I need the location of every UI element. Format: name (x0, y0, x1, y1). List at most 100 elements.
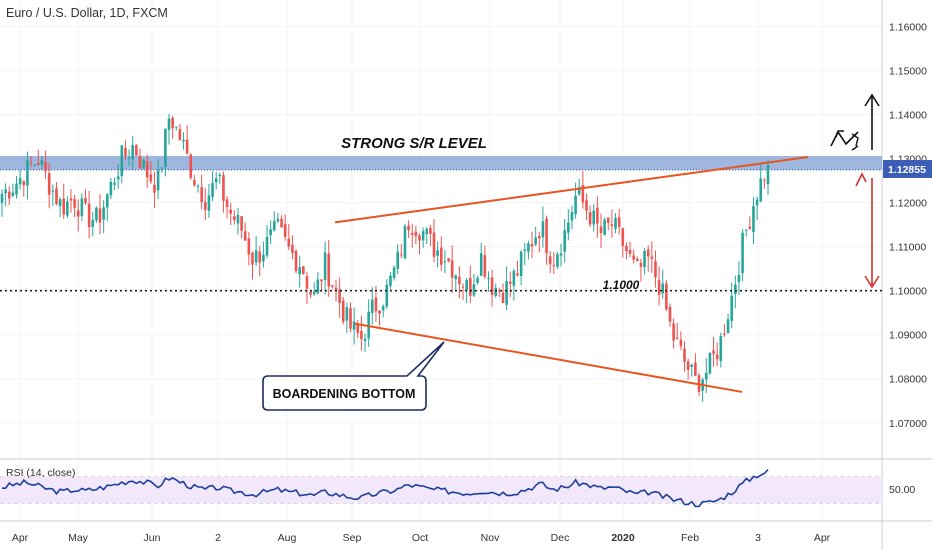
candle-body (4, 189, 7, 194)
candle-body (614, 217, 617, 229)
candle-body (636, 258, 639, 262)
candle-body (164, 129, 167, 167)
candle-body (748, 226, 752, 229)
candle-body (120, 145, 124, 177)
candle-body (214, 178, 218, 183)
candle-body (124, 147, 127, 156)
candle-body (744, 229, 748, 231)
candle-body (400, 254, 403, 256)
candle-body (113, 182, 116, 185)
candle-body (131, 145, 134, 160)
candle-body (461, 286, 465, 288)
candle-body (447, 258, 450, 262)
candle-body (225, 199, 229, 208)
candle-body (0, 194, 4, 203)
candle-body (603, 219, 606, 236)
candle-body (29, 162, 33, 164)
candle-body (650, 256, 654, 259)
up-arrow-head (864, 93, 880, 107)
candle-body (723, 333, 726, 335)
candle-body (280, 218, 283, 228)
candle-body (527, 243, 530, 252)
candle-body (302, 266, 305, 275)
candle-body (287, 238, 291, 247)
candle-body (737, 274, 741, 283)
candle-body (643, 251, 646, 268)
candle-body (18, 177, 22, 185)
candle-body (610, 224, 614, 227)
candle-body (167, 118, 171, 130)
rsi-series-line (2, 469, 769, 508)
candle-body (334, 287, 338, 290)
candle-body (236, 215, 240, 224)
candle-body (153, 184, 156, 193)
candle-body (40, 159, 44, 165)
candle-body (69, 198, 73, 201)
small-down-arrow (851, 133, 859, 151)
candle-body (265, 237, 269, 256)
candle-body (505, 281, 508, 305)
candle-body (145, 161, 149, 178)
candle-body (708, 353, 712, 374)
candle-body (127, 157, 131, 159)
candle-body (331, 285, 334, 287)
y-tick-label: 1.11000 (889, 242, 926, 254)
candle-body (581, 185, 585, 203)
candle-body (207, 195, 211, 211)
candle-body (276, 218, 280, 222)
candle-body (291, 245, 294, 254)
candle-body (425, 228, 429, 235)
candle-body (588, 212, 592, 225)
y-tick-label: 1.12000 (889, 198, 927, 210)
zigzag-tip (835, 130, 844, 138)
candle-body (62, 198, 66, 215)
candle-body (262, 254, 265, 262)
candle-body (233, 216, 236, 221)
y-tick-label: 1.15000 (889, 65, 927, 77)
candle-body (632, 255, 635, 260)
candle-body (345, 307, 349, 321)
candle-body (403, 226, 407, 259)
candle-body (715, 354, 719, 360)
candle-body (494, 287, 498, 296)
candle-body (298, 267, 301, 275)
candle-body (410, 232, 414, 235)
candle-body (726, 319, 730, 334)
candle-body (98, 208, 102, 223)
rsi-line (2, 469, 769, 508)
candle-body (378, 310, 381, 314)
broadening-lower-trendline (354, 322, 743, 393)
candle-body (407, 225, 410, 231)
candle-body (185, 139, 189, 154)
candle-body (661, 283, 665, 294)
candles (0, 114, 770, 402)
candle-body (211, 182, 214, 198)
candle-body (389, 275, 392, 286)
candle-body (58, 199, 62, 206)
candle-body (258, 251, 262, 263)
candle-body (174, 126, 178, 128)
candle-body (672, 323, 675, 341)
candle-body (752, 206, 755, 233)
candle-body (432, 232, 436, 257)
candle-body (436, 250, 439, 256)
candle-body (541, 221, 545, 238)
candle-body (320, 279, 323, 282)
candle-body (675, 337, 679, 340)
x-tick-label: 3 (755, 532, 761, 544)
candle-body (294, 250, 298, 272)
y-tick-label: 1.09000 (889, 330, 927, 342)
chart-title: Euro / U.S. Dollar, 1D, FXCM (6, 6, 168, 20)
x-tick-label: Aug (278, 532, 297, 544)
candle-body (519, 251, 523, 276)
candle-body (668, 306, 672, 322)
candle-body (149, 174, 153, 182)
candle-body (465, 279, 468, 291)
x-tick-label: Oct (412, 532, 428, 544)
time-axis: Apr May Jun 2 Aug Sep Oct Nov Dec 2020 Feb 3 Apr (12, 532, 831, 544)
candle-body (338, 289, 341, 304)
candle-body (418, 235, 421, 241)
candle-body (203, 201, 207, 210)
x-tick-label: May (68, 532, 89, 544)
